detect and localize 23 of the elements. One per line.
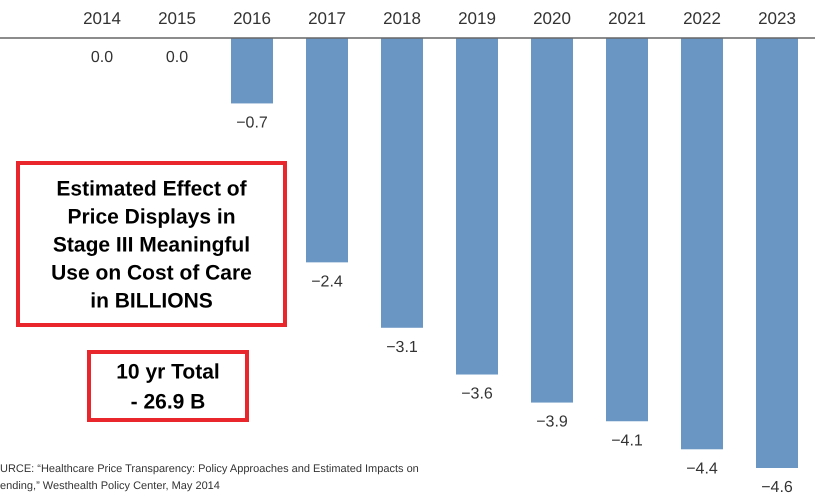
x-tick-label: 2018 xyxy=(383,9,421,28)
x-tick-label: 2014 xyxy=(83,9,121,28)
x-tick-label: 2022 xyxy=(683,9,721,28)
data-label: −3.6 xyxy=(461,386,493,403)
data-label: 0.0 xyxy=(166,49,188,66)
data-label: −2.4 xyxy=(311,273,343,290)
x-tick-label: 2023 xyxy=(758,9,796,28)
x-tick-label: 2021 xyxy=(608,9,646,28)
data-label: −4.1 xyxy=(611,432,643,450)
data-label: 0.0 xyxy=(90,49,114,66)
data-label: −0.7 xyxy=(236,114,268,132)
x-tick-label: 2017 xyxy=(308,9,346,28)
annotation: 10 yr Total - 26.9 B xyxy=(116,360,220,414)
x-tick-label: 2020 xyxy=(533,9,571,28)
data-label: −3.1 xyxy=(386,338,418,356)
data-label: −3.9 xyxy=(536,414,568,431)
annotation: Estimated Effect of Price Displays in Stage III Meaningful Use on Cost of Care in BILLIONS xyxy=(51,177,252,312)
data-label: −4.4 xyxy=(686,460,718,478)
x-tick-label: 2015 xyxy=(158,9,196,28)
annotation: URCE: “Healthcare Price Transparency: Policy Approaches and Estimated Impacts on ending,” Westhealth Policy Center, May 2014 xyxy=(0,463,419,492)
x-tick-label: 2016 xyxy=(233,9,271,28)
x-tick-label: 2019 xyxy=(458,9,496,28)
data-label: −4.6 xyxy=(761,479,793,496)
